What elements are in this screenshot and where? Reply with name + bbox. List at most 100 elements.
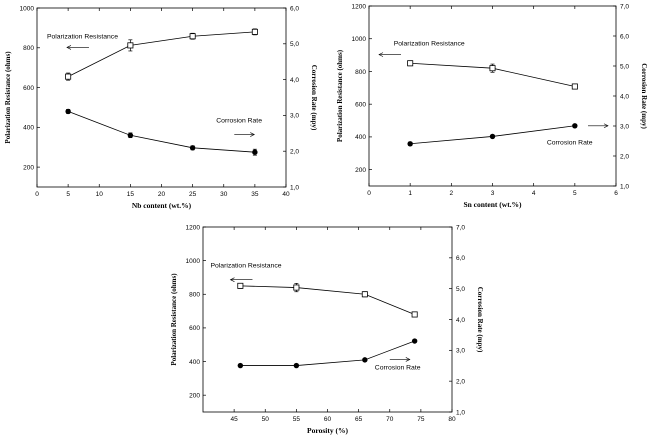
data-point-polarization-resistance [65, 73, 72, 80]
y-tick-label-right: 4,0 [290, 77, 299, 84]
arrow-left-head [229, 277, 235, 282]
y-tick-label-left: 400 [189, 359, 200, 366]
y-tick-label-left: 200 [23, 164, 34, 171]
annotation-corrosion-rate: Corrosion Rate [547, 140, 593, 147]
y-tick-label-right: 3,0 [620, 123, 629, 130]
x-tick-label: 70 [386, 416, 394, 423]
y-tick-label-right: 5,0 [456, 286, 465, 293]
y-axis-label-left: Polarization Resistance (ohms) [336, 49, 344, 142]
series-line-corrosion-rate [240, 340, 415, 366]
y-tick-label-left: 600 [23, 85, 34, 92]
data-point-polarization-resistance [407, 60, 414, 67]
plot-frame [202, 226, 453, 413]
x-tick-label: 6 [614, 190, 618, 197]
y-tick-label-left: 1200 [352, 3, 367, 10]
y-tick-label-left: 600 [355, 101, 366, 108]
data-point-polarization-resistance [293, 284, 300, 291]
x-tick-label: 5 [66, 191, 70, 198]
data-point-corrosion-rate [362, 357, 368, 363]
data-point-polarization-resistance [571, 83, 578, 90]
annotation-polarization-resistance: Polarization Resistance [210, 263, 281, 270]
x-tick-label: 55 [293, 416, 301, 423]
x-tick-label: 80 [448, 416, 456, 423]
plot-frame [368, 5, 617, 187]
y-tick-label-right: 3,0 [456, 348, 465, 355]
x-tick-label: 35 [251, 191, 259, 198]
arrow-right-head [405, 357, 411, 362]
data-point-corrosion-rate [411, 338, 418, 344]
y-tick-label-right: 4,0 [456, 317, 465, 324]
y-tick-label-left: 1000 [20, 5, 35, 12]
x-tick-label: 50 [262, 416, 270, 423]
y-tick-label-right: 6,0 [620, 33, 629, 40]
annotation-corrosion-rate: Corrosion Rate [375, 364, 421, 371]
data-point-polarization-resistance [361, 291, 368, 298]
y-tick-label-left: 800 [355, 69, 366, 76]
data-point-corrosion-rate [127, 132, 134, 138]
data-point-polarization-resistance [127, 42, 134, 49]
y-tick-label-right: 7,0 [456, 224, 465, 231]
y-tick-label-right: 6,0 [456, 255, 465, 262]
x-axis-label: Sn content (wt.%) [463, 200, 522, 209]
data-point-corrosion-rate [237, 362, 244, 369]
y-tick-label-right: 2,0 [290, 149, 299, 156]
x-tick-label: 5 [573, 190, 577, 197]
arrow-right-head [603, 123, 609, 129]
annotation-corrosion-rate: Corrosion Rate [216, 118, 262, 125]
data-point-polarization-resistance [189, 33, 196, 40]
y-tick-label-left: 200 [189, 392, 200, 399]
y-tick-label-left: 1200 [186, 224, 201, 231]
y-axis-label-left: Polarization Resistance (ohms) [170, 273, 178, 366]
data-point-polarization-resistance [411, 311, 418, 318]
data-point-corrosion-rate [189, 145, 196, 151]
series-line-polarization-resistance [240, 285, 415, 315]
y-tick-label-left: 600 [189, 325, 200, 332]
arrow-left-head [66, 45, 72, 50]
chart-3: 45 50 55 60 65 70 75 80 200 400 600 800 1000 1200 1,0 2… [170, 224, 484, 435]
chart-2: 0 1 2 3 4 5 6 200 400 600 800 1000 1200 1,0 2,0 3,0 4,0 5… [336, 3, 648, 209]
y-tick-label-right: 3,0 [290, 113, 299, 120]
annotation-polarization-resistance: Polarization Resistance [394, 41, 465, 48]
x-tick-label: 65 [355, 416, 363, 423]
x-tick-label: 3 [491, 190, 495, 197]
x-axis-label: Porosity (%) [307, 426, 348, 435]
series-line-corrosion-rate [67, 111, 255, 153]
x-tick-label: 1 [408, 190, 412, 197]
chart-1: 0 5 10 15 20 25 30 35 40 200 400 600 800 1000 1,0 2,0 3,… [4, 5, 318, 210]
y-tick-label-right: 1,0 [620, 183, 629, 190]
data-point-corrosion-rate [293, 362, 300, 369]
y-tick-label-right: 4,0 [620, 93, 629, 100]
x-tick-label: 4 [532, 190, 536, 197]
x-tick-label: 15 [127, 191, 135, 198]
x-axis-label: Nb content (wt.%) [132, 201, 192, 210]
y-tick-label-left: 400 [23, 125, 34, 132]
data-point-corrosion-rate [407, 141, 413, 147]
y-tick-label-left: 800 [189, 292, 200, 299]
x-tick-label: 0 [35, 191, 39, 198]
x-tick-label: 0 [367, 190, 371, 197]
y-tick-label-left: 1000 [186, 258, 201, 265]
data-point-corrosion-rate [489, 133, 496, 140]
y-axis-label-right: Corrosion Rate (mpy) [310, 65, 318, 131]
y-tick-label-right: 1,0 [290, 184, 299, 191]
annotation-polarization-resistance: Polarization Resistance [47, 33, 118, 40]
y-tick-label-right: 5,0 [620, 63, 629, 70]
x-tick-label: 30 [220, 191, 228, 198]
x-tick-label: 40 [282, 191, 290, 198]
y-tick-label-right: 7,0 [620, 3, 629, 10]
y-tick-label-right: 1,0 [456, 409, 465, 416]
y-tick-label-right: 5,0 [290, 41, 299, 48]
y-tick-label-left: 1000 [352, 36, 367, 43]
y-tick-label-left: 800 [23, 45, 34, 52]
y-axis-label-right: Corrosion Rate (mpy) [476, 287, 484, 353]
x-tick-label: 2 [450, 190, 454, 197]
x-tick-label: 25 [189, 191, 197, 198]
y-tick-label-left: 400 [355, 134, 366, 141]
arrow-left-head [378, 52, 384, 57]
x-tick-label: 75 [417, 416, 425, 423]
x-tick-label: 60 [324, 416, 332, 423]
data-point-corrosion-rate [572, 123, 578, 129]
y-tick-label-left: 200 [355, 167, 366, 174]
data-point-polarization-resistance [251, 28, 258, 35]
